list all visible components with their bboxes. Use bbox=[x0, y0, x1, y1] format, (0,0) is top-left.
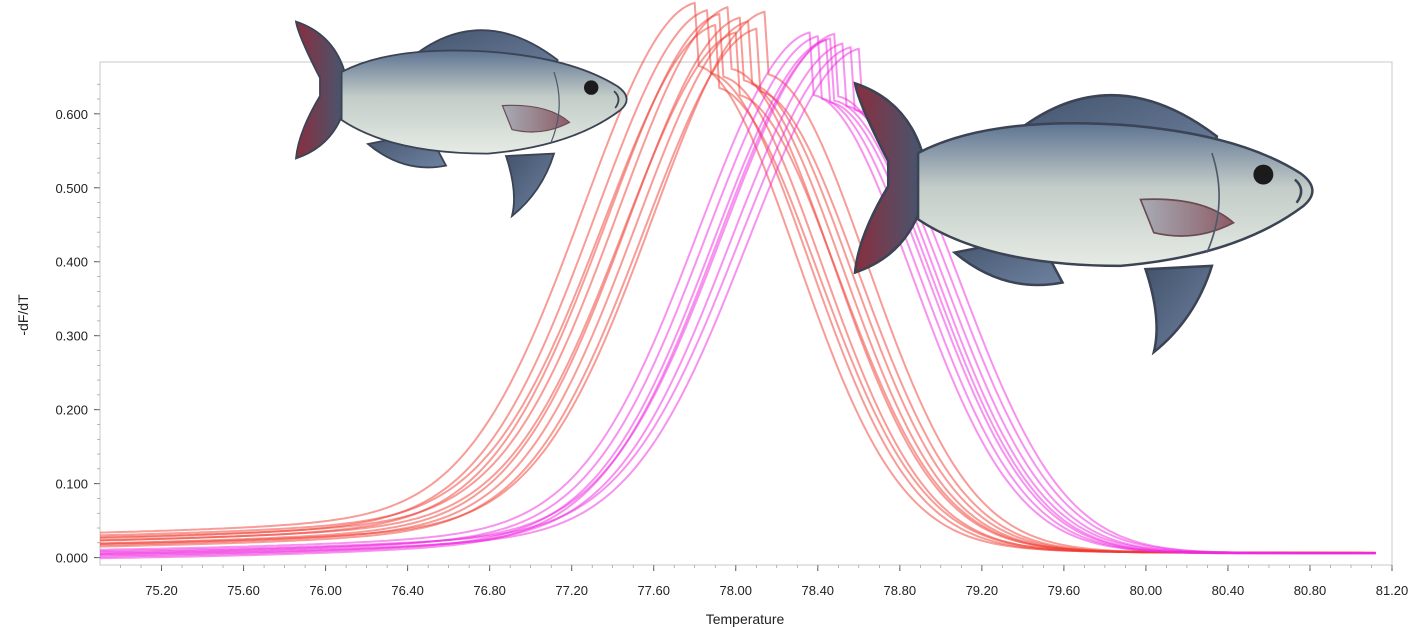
melt-curve-magenta bbox=[99, 47, 1376, 556]
x-tick-label: 76.40 bbox=[391, 583, 424, 598]
x-tick-label: 78.80 bbox=[884, 583, 917, 598]
y-tick-label: 0.600 bbox=[55, 107, 88, 122]
series-layer bbox=[99, 1, 1376, 560]
y-axis-label: -dF/dT bbox=[15, 294, 31, 336]
x-axis-ticks: 75.20 75.60 76.00 76.40 76.80 77.20 77.60 78.00… bbox=[120, 565, 1408, 598]
x-tick-label: 75.20 bbox=[145, 583, 178, 598]
y-axis-ticks: 0.000 0.100 0.200 0.300 0.400 0.500 0.600 bbox=[55, 83, 100, 566]
x-tick-label: 80.80 bbox=[1294, 583, 1327, 598]
x-tick-label: 79.20 bbox=[966, 583, 999, 598]
y-tick-label: 0.300 bbox=[55, 329, 88, 344]
x-tick-label: 78.40 bbox=[802, 583, 835, 598]
x-tick-label: 76.00 bbox=[309, 583, 342, 598]
y-tick-label: 0.400 bbox=[55, 255, 88, 270]
x-tick-label: 75.60 bbox=[227, 583, 260, 598]
y-tick-label: 0.200 bbox=[55, 403, 88, 418]
x-tick-label: 81.20 bbox=[1376, 583, 1408, 598]
x-tick-label: 78.00 bbox=[719, 583, 752, 598]
y-tick-label: 0.500 bbox=[55, 181, 88, 196]
x-tick-label: 77.60 bbox=[637, 583, 670, 598]
y-tick-label: 0.100 bbox=[55, 477, 88, 492]
x-axis-label: Temperature bbox=[706, 611, 785, 627]
x-tick-label: 77.20 bbox=[555, 583, 588, 598]
x-tick-label: 76.80 bbox=[473, 583, 506, 598]
melt-curve-magenta bbox=[99, 37, 1376, 560]
x-tick-label: 79.60 bbox=[1048, 583, 1081, 598]
y-tick-label: 0.000 bbox=[55, 551, 88, 566]
x-tick-label: 80.40 bbox=[1212, 583, 1245, 598]
x-tick-label: 80.00 bbox=[1130, 583, 1163, 598]
